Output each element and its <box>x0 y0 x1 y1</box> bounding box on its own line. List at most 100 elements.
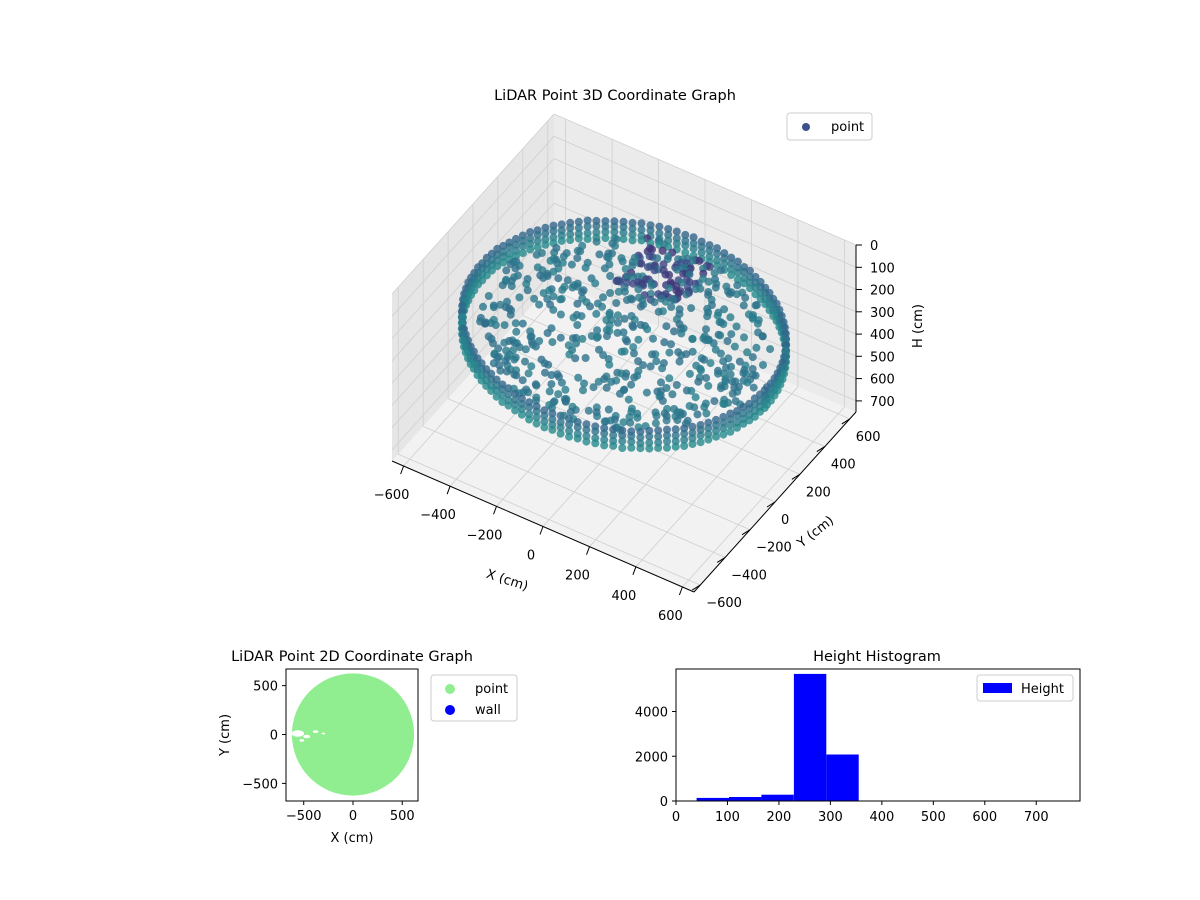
lidar-point-3d <box>533 231 542 239</box>
x-tick-3d <box>493 506 497 515</box>
lidar-point-3d <box>618 437 627 446</box>
lidar-point-3d <box>659 260 668 269</box>
lidar-point-3d <box>549 227 558 235</box>
lidar-point-3d <box>697 366 705 375</box>
lidar-point-3d <box>579 386 587 395</box>
grid-left-h <box>391 113 555 295</box>
lidar-point-3d <box>556 333 565 342</box>
grid-back-h <box>553 135 857 268</box>
lidar-point-3d <box>512 327 521 336</box>
lidar-point-3d <box>704 381 713 390</box>
lidar-point-3d <box>600 441 609 450</box>
scatter-3d-chart: LiDAR Point 3D Coordinate Graph −600 −400… <box>374 88 926 624</box>
point-cloud-gap <box>299 739 305 742</box>
lidar-point-3d <box>548 425 557 434</box>
lidar-point-3d <box>740 333 748 342</box>
lidar-point-3d <box>507 282 516 291</box>
lidar-point-3d <box>565 426 574 435</box>
lidar-point-3d <box>726 409 735 418</box>
grid-left-h <box>391 136 555 317</box>
lidar-point-3d <box>719 418 728 427</box>
lidar-point-3d <box>655 222 664 231</box>
lidar-point-3d <box>492 392 501 401</box>
lidar-point-3d <box>710 269 719 277</box>
lidar-point-3d <box>583 229 592 238</box>
lidar-point-3d <box>525 415 534 424</box>
lidar-point-3d <box>518 242 527 251</box>
lidar-point-3d <box>474 280 482 289</box>
lidar-point-3d <box>504 401 513 410</box>
lidar-point-3d <box>479 302 487 311</box>
grid-back-h <box>553 158 857 290</box>
y-tick-label-3d: 200 <box>806 485 831 500</box>
lidar-point-3d <box>583 222 592 231</box>
lidar-point-3d <box>628 230 637 239</box>
lidar-point-3d <box>541 368 549 377</box>
lidar-point-3d <box>618 444 627 452</box>
histogram-ticks: 0 100 200 300 400 500 600 700 0 2000 4000 <box>635 706 1049 825</box>
lidar-point-3d <box>672 239 681 248</box>
lidar-point-3d <box>727 265 736 274</box>
grid-left-h <box>391 225 555 406</box>
lidar-point-3d <box>573 299 582 308</box>
lidar-point-3d <box>726 427 735 436</box>
lidar-point-3d <box>748 365 757 373</box>
lidar-point-3d <box>720 400 729 408</box>
lidar-point-3d <box>621 372 630 381</box>
lidar-point-3d <box>672 381 681 389</box>
lidar-point-3d <box>646 290 655 298</box>
lidar-point-3d <box>604 254 613 263</box>
y-tick-label-3d: 0 <box>781 513 789 528</box>
lidar-point-3d <box>706 359 715 368</box>
lidar-point-3d <box>654 443 663 452</box>
lidar-point-3d <box>487 266 496 275</box>
lidar-point-3d <box>693 410 702 419</box>
lidar-point-3d <box>665 374 674 383</box>
grid-floor-y <box>547 287 850 420</box>
lidar-point-3d <box>623 337 631 346</box>
lidar-point-3d <box>741 293 750 302</box>
grid-left-h <box>391 158 555 339</box>
z-tick-label-3d: 200 <box>870 284 895 299</box>
lidar-point-3d <box>654 432 663 441</box>
lidar-point-3d <box>680 435 689 444</box>
lidar-point-3d <box>522 280 531 288</box>
legend-histogram-label: Height <box>1021 682 1064 697</box>
lidar-point-3d <box>610 222 619 231</box>
lidar-point-3d <box>571 354 580 363</box>
lidar-point-3d <box>606 289 615 297</box>
legend-2d-marker-wall <box>445 705 455 715</box>
lidar-point-3d <box>603 332 611 341</box>
lidar-point-3d <box>559 252 568 261</box>
lidar-point-3d <box>719 430 728 439</box>
y-tick-label-2d: 0 <box>270 729 278 744</box>
lidar-point-3d <box>700 355 709 364</box>
lidar-point-3d <box>626 418 635 427</box>
lidar-point-3d <box>548 415 557 424</box>
lidar-point-3d <box>719 412 728 421</box>
lidar-point-3d <box>663 425 671 434</box>
lidar-point-3d <box>566 407 575 416</box>
lidar-point-3d <box>583 235 592 243</box>
lidar-point-3d <box>670 327 678 336</box>
lidar-point-3d <box>739 419 748 428</box>
lidar-point-3d <box>611 241 619 250</box>
lidar-point-3d <box>532 396 540 405</box>
lidar-point-3d <box>751 371 760 380</box>
lidar-point-3d <box>591 279 600 288</box>
lidar-point-3d <box>526 239 535 248</box>
lidar-point-3d <box>739 301 748 310</box>
lidar-point-3d <box>498 281 507 290</box>
lidar-point-3d <box>688 422 697 431</box>
lidar-point-3d <box>675 357 684 366</box>
lidar-point-3d <box>662 416 671 425</box>
lidar-point-3d <box>662 322 671 331</box>
lidar-point-3d <box>739 409 748 418</box>
lidar-point-3d <box>673 416 682 425</box>
y-tick-label-3d: −600 <box>706 596 742 611</box>
y-tick-3d <box>766 501 776 508</box>
lidar-point-3d <box>649 334 657 343</box>
lidar-point-3d <box>582 420 591 429</box>
lidar-point-3d <box>518 249 527 258</box>
